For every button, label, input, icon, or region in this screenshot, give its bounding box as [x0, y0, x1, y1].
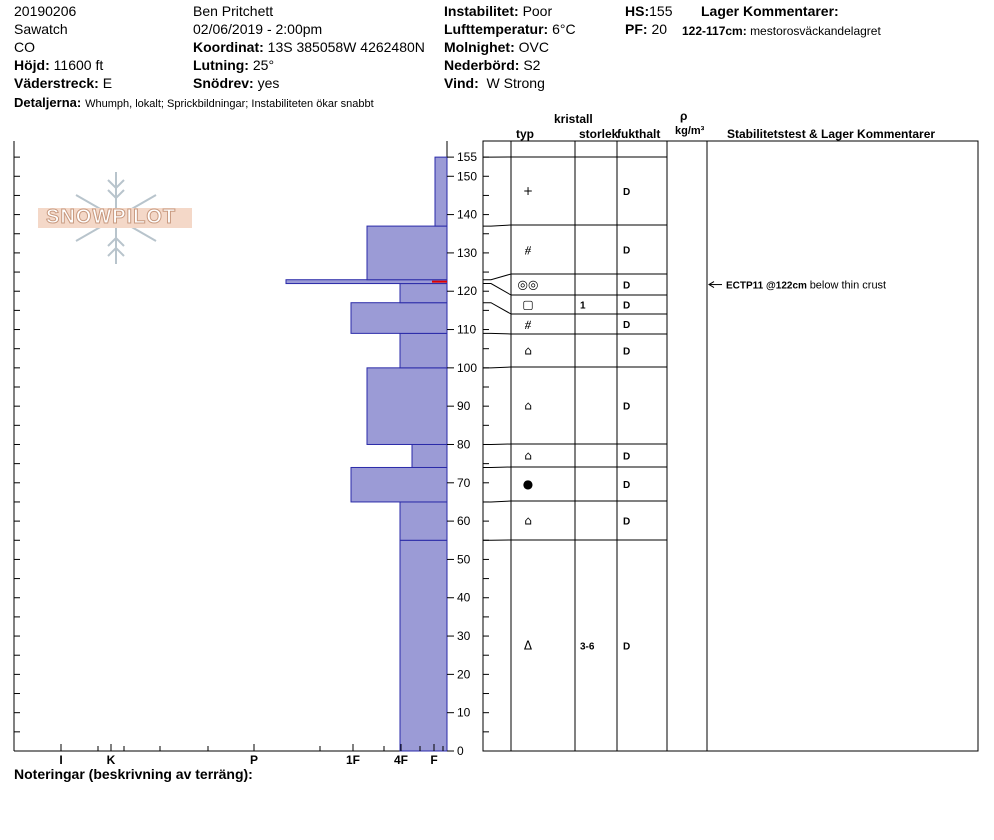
moisture: D [623, 452, 630, 463]
moisture: D [623, 517, 630, 528]
col-density-unit: kg/m³ [675, 125, 705, 137]
layer-table-frame [482, 140, 979, 752]
observer: Ben Pritchett [193, 3, 274, 19]
depth-tick-label: 150 [457, 169, 477, 183]
aspect: Väderstreck: E [14, 75, 113, 91]
col-kristall: kristall [554, 112, 593, 126]
depth-tick-label: 60 [457, 514, 471, 528]
hardness-bar [434, 156, 448, 227]
layer-connector [483, 332, 512, 335]
hardness-bar [350, 302, 448, 334]
hardness-tick-label: K [107, 753, 116, 767]
layer-connector [483, 273, 512, 281]
grain-type-icon: ⵠ [524, 639, 533, 653]
layer-connector [483, 500, 512, 503]
hardness-tick-label: P [250, 753, 258, 767]
layer-connector [483, 283, 512, 296]
layer-connector [483, 302, 512, 315]
grain-type-icon: + [523, 184, 533, 198]
hardness-bar [399, 539, 448, 752]
details: Detaljerna: Whumph, lokalt; Sprickbildni… [14, 95, 374, 110]
drift: Snödrev: yes [193, 75, 280, 91]
depth-tick-label: 100 [457, 361, 477, 375]
pf: PF: 20 [625, 21, 668, 37]
depth-tick-label: 10 [457, 706, 471, 720]
grain-type-icon: ◎◎ [518, 278, 539, 292]
hardness-bar [399, 332, 448, 369]
depth-tick-label: 130 [457, 246, 477, 260]
precip: Nederbörd: S2 [444, 57, 541, 73]
depth-tick-label: 20 [457, 667, 471, 681]
grain-type-icon: ⧣ [525, 243, 532, 257]
hardness-tick-label: I [59, 753, 62, 767]
moisture: D [623, 320, 630, 331]
stability-test-label: ECTP11 @122cm below thin crust [726, 280, 886, 292]
hardness-bar [366, 367, 448, 445]
col-typ: typ [516, 127, 534, 141]
hardness-bar [366, 225, 448, 281]
grain-size: 1 [580, 301, 586, 312]
slope: Lutning: 25° [193, 57, 275, 73]
layer-connector [483, 366, 512, 369]
col-rho: ρ [680, 109, 688, 123]
grain-type-icon: ⌂ [524, 344, 532, 358]
depth-tick-label: 120 [457, 284, 477, 298]
logo-text: SNOWPILOT [45, 206, 177, 229]
hardness-tick-label: 4F [394, 753, 408, 767]
depth-tick-label: 70 [457, 476, 471, 490]
layer-comments-title: Lager Kommentarer: [701, 3, 839, 19]
state: CO [14, 39, 35, 55]
range: Sawatch [14, 21, 68, 37]
depth-tick-label: 80 [457, 437, 471, 451]
notes-label: Noteringar (beskrivning av terräng): [14, 766, 253, 782]
depth-tick-label: 30 [457, 629, 471, 643]
wind: Vind: W Strong [444, 75, 545, 91]
col-storlek: storlek [579, 127, 619, 141]
hardness-bar [285, 279, 448, 285]
depth-tick-label: 155 [457, 150, 477, 164]
depth-tick-label: 90 [457, 399, 471, 413]
air-temp: Lufttemperatur: 6°C [444, 21, 576, 37]
grain-size: 3-6 [580, 642, 595, 653]
moisture: D [623, 347, 630, 358]
moisture: D [623, 187, 630, 198]
snowpilot-logo: SNOWPILOT [38, 170, 198, 270]
moisture: D [623, 246, 630, 257]
hardness-bar [350, 466, 448, 503]
stability-arrow-head [708, 281, 715, 288]
hs: HS:155 [625, 3, 673, 19]
moisture: D [623, 281, 630, 292]
grain-type-icon: ⌂ [524, 449, 532, 463]
moisture: D [623, 642, 630, 653]
datetime: 02/06/2019 - 2:00pm [193, 21, 323, 37]
instability: Instabilitet: Poor [444, 3, 553, 19]
depth-tick-label: 110 [457, 323, 476, 337]
sky: Molnighet: OVC [444, 39, 549, 55]
moisture: D [623, 480, 630, 491]
col-fukthalt: fukthalt [617, 127, 661, 141]
hardness-bar [399, 501, 448, 541]
hardness-bar [411, 443, 448, 468]
layer-comment: 122-117cm: mestorosväckandelagret [682, 24, 881, 38]
hardness-bar [399, 283, 448, 304]
depth-tick-label: 40 [457, 591, 471, 605]
grain-type-icon: ▢ [522, 298, 533, 312]
date: 20190206 [14, 3, 77, 19]
layer-connector [483, 224, 512, 227]
depth-tick-label: 140 [457, 208, 477, 222]
moisture: D [623, 301, 630, 312]
grain-type-icon: ● [523, 477, 533, 491]
hardness-tick-label: 1F [346, 753, 360, 767]
depth-tick-label: 50 [457, 552, 471, 566]
grain-type-icon: ⌂ [524, 399, 532, 413]
elevation: Höjd: 11600 ft [14, 57, 104, 73]
moisture: D [623, 402, 630, 413]
grain-type-icon: ⧣ [525, 317, 532, 331]
depth-tick-label: 0 [457, 744, 464, 758]
hardness-tick-label: F [430, 753, 437, 767]
grain-type-icon: ⌂ [524, 514, 532, 528]
col-stability: Stabilitetstest & Lager Kommentarer [727, 127, 936, 141]
coordinate: Koordinat: 13S 385058W 4262480N [193, 39, 425, 55]
